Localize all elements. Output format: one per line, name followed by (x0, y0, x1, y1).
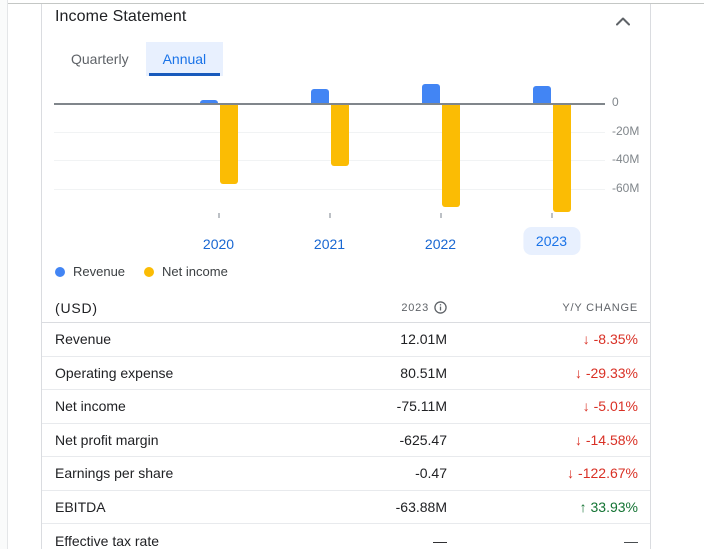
tab-annual[interactable]: Annual (145, 42, 224, 76)
legend-dot-icon (55, 266, 65, 277)
y-axis-tick-label: 0 (612, 95, 619, 109)
legend-item-revenue: Revenue (55, 264, 125, 279)
legend-label: Revenue (73, 264, 126, 279)
revenue-bar-2020[interactable] (199, 100, 218, 103)
net-income-bar-2020[interactable] (219, 105, 238, 184)
revenue-bar-2022[interactable] (421, 84, 440, 103)
row-label: Earnings per share (55, 465, 174, 482)
chart-legend: Revenue Net income (55, 264, 228, 279)
y-axis-tick-label: -60M (612, 180, 640, 195)
table-row: Earnings per share -0.47 ↓ -122.67% (42, 457, 650, 491)
left-panel-edge (0, 0, 8, 549)
row-label: Operating expense (55, 364, 174, 381)
row-change: ↓ -5.01% (582, 398, 638, 415)
info-icon[interactable] (434, 301, 447, 314)
year-label-2021[interactable]: 2021 (313, 236, 346, 252)
row-label: Net income (55, 398, 126, 415)
row-change: ↓ -122.67% (567, 465, 638, 482)
revenue-bar-2021[interactable] (310, 88, 329, 103)
row-value: -63.88M (395, 498, 447, 515)
net-income-bar-2021[interactable] (330, 105, 349, 166)
year-label-2022[interactable]: 2022 (424, 236, 457, 252)
legend-label: Net income (162, 264, 228, 279)
table-row: Revenue 12.01M ↓ -8.35% (42, 323, 650, 357)
table-row: Operating expense 80.51M ↓ -29.33% (42, 357, 650, 390)
chart-zero-axis (54, 103, 605, 105)
year-label-2023[interactable]: 2023 (522, 227, 581, 255)
column-currency: (USD) (55, 299, 98, 316)
row-value: 12.01M (400, 331, 447, 348)
table-row: Net income -75.11M ↓ -5.01% (42, 390, 650, 424)
row-change: ↓ -14.58% (574, 431, 638, 448)
chevron-up-icon (616, 14, 630, 29)
row-label: Effective tax rate (55, 532, 160, 549)
chart-gridline (54, 188, 605, 190)
x-axis-tick (550, 213, 553, 218)
table-row: Effective tax rate — — (42, 524, 650, 549)
x-axis-tick (328, 213, 331, 218)
income-chart: 0 -20M -40M -60M 2020 2021 2022 2023 (42, 4, 650, 294)
row-change: — (624, 532, 638, 549)
row-value: -0.47 (415, 465, 447, 482)
row-label: Net profit margin (55, 431, 159, 448)
row-value: — (433, 532, 447, 549)
tab-quarterly[interactable]: Quarterly (71, 51, 129, 67)
chart-gridline (54, 131, 605, 133)
row-change: ↓ -29.33% (574, 364, 638, 381)
table-row: Net profit margin -625.47 ↓ -14.58% (42, 424, 650, 457)
legend-item-net-income: Net income (144, 264, 228, 279)
x-axis-tick (439, 213, 442, 218)
column-change: Y/Y CHANGE (562, 301, 638, 314)
row-change: ↓ -8.35% (582, 331, 638, 348)
row-value: 80.51M (400, 364, 447, 381)
income-statement-card: Income Statement Quarterly Annual 0 -20M -4… (41, 4, 651, 549)
financials-table: (USD) 2023 Y/Y CHANGE Revenue 12.01M ↓ -8.… (42, 293, 650, 549)
row-change: ↑ 33.93% (579, 498, 638, 515)
x-axis-tick (217, 213, 220, 218)
card-title: Income Statement (55, 8, 187, 25)
net-income-bar-2022[interactable] (441, 105, 460, 207)
legend-dot-icon (144, 266, 155, 277)
row-value: -625.47 (399, 431, 447, 448)
row-value: -75.11M (396, 398, 447, 415)
table-header-row: (USD) 2023 Y/Y CHANGE (42, 293, 650, 323)
y-axis-tick-label: -20M (612, 123, 640, 138)
collapse-button[interactable] (612, 10, 634, 32)
y-axis-tick-label: -40M (612, 152, 640, 166)
year-label-2020[interactable]: 2020 (202, 236, 235, 252)
net-income-bar-2023[interactable] (552, 105, 571, 213)
revenue-bar-2023[interactable] (532, 85, 551, 103)
section-divider (8, 3, 704, 4)
period-tabs: Quarterly Annual (54, 42, 224, 76)
table-row: EBITDA -63.88M ↑ 33.93% (42, 491, 650, 524)
row-label: Revenue (55, 331, 112, 348)
column-period: 2023 (307, 301, 447, 314)
chart-gridline (54, 160, 605, 161)
row-label: EBITDA (55, 498, 106, 515)
